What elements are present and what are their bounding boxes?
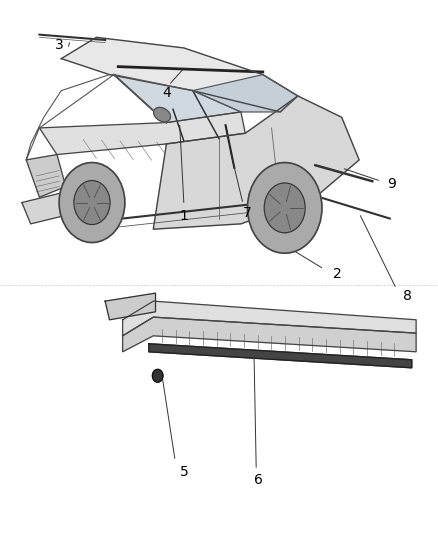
Polygon shape <box>26 155 66 197</box>
Polygon shape <box>61 37 298 112</box>
Circle shape <box>152 369 163 382</box>
Polygon shape <box>149 344 412 368</box>
Text: 4: 4 <box>162 86 171 100</box>
Polygon shape <box>114 75 241 123</box>
Text: 1: 1 <box>180 209 188 223</box>
Polygon shape <box>153 96 359 229</box>
Text: 8: 8 <box>403 289 412 303</box>
Text: 9: 9 <box>388 177 396 191</box>
Polygon shape <box>123 301 416 336</box>
Circle shape <box>264 183 305 233</box>
Polygon shape <box>105 293 155 320</box>
Text: 6: 6 <box>254 473 263 487</box>
Text: 7: 7 <box>243 206 252 220</box>
Ellipse shape <box>154 107 170 122</box>
Circle shape <box>74 181 110 224</box>
Circle shape <box>247 163 322 253</box>
Polygon shape <box>193 75 298 112</box>
Text: 5: 5 <box>180 465 188 479</box>
Polygon shape <box>123 317 416 352</box>
Polygon shape <box>22 192 74 224</box>
Polygon shape <box>39 112 245 155</box>
Circle shape <box>59 163 125 243</box>
Text: 2: 2 <box>333 268 342 281</box>
Text: 3: 3 <box>55 38 64 52</box>
